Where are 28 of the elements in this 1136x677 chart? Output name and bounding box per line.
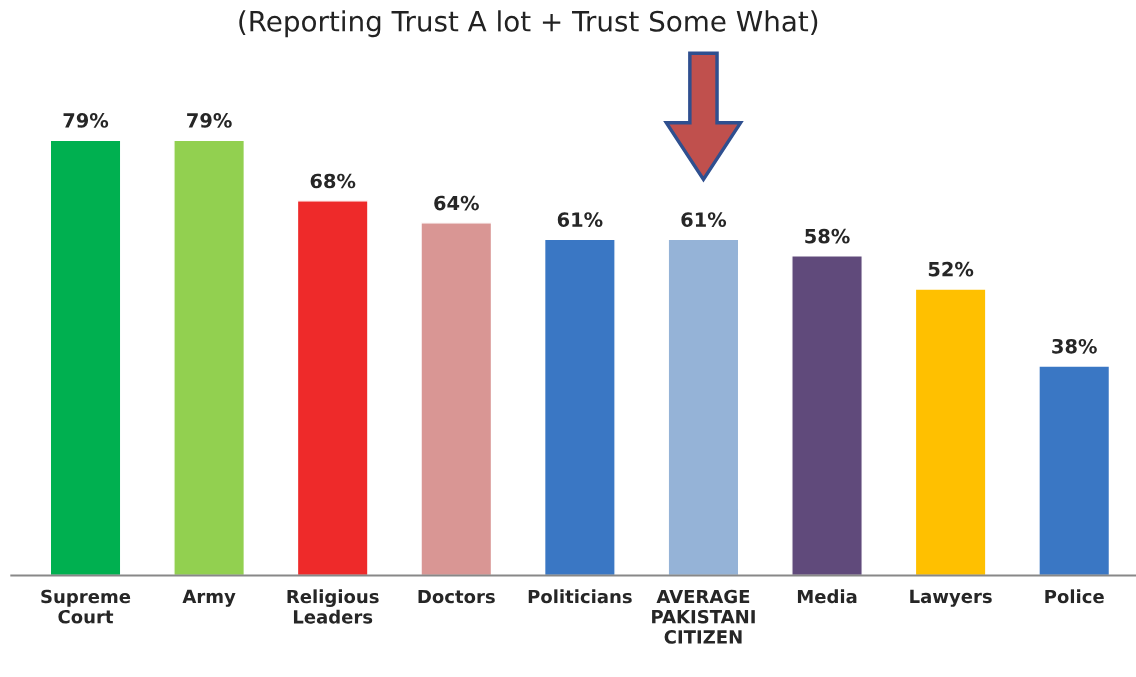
data-label: 58%	[805, 228, 850, 244]
x-tick-label: Army	[182, 589, 236, 607]
x-tick-label: Religious Leaders	[287, 589, 379, 624]
bar	[173, 139, 246, 576]
data-label: 68%	[310, 173, 356, 189]
data-label: 38%	[1052, 338, 1097, 354]
bar	[914, 288, 987, 576]
x-tick-label: Lawyers	[910, 589, 992, 607]
chart-title: (Reporting Trust A lot + Trust Some What)	[239, 10, 818, 38]
bar	[543, 238, 616, 576]
bar	[420, 222, 493, 576]
data-label: 61%	[557, 212, 603, 227]
data-label: 64%	[434, 195, 479, 211]
x-tick-label: Media	[797, 589, 857, 604]
bar	[667, 238, 740, 576]
x-tick-label: Doctors	[418, 589, 495, 604]
data-label: 79%	[63, 113, 109, 128]
data-label: 61%	[681, 212, 727, 227]
data-label: 79%	[187, 113, 232, 128]
bar	[791, 255, 863, 576]
bar	[296, 200, 369, 576]
x-tick-label: Politicians	[528, 589, 632, 604]
x-tick-label: AVERAGE PAKISTANI CITIZEN	[652, 589, 755, 644]
x-tick-label: Police	[1045, 589, 1104, 604]
bar	[1038, 365, 1111, 576]
x-tick-label: Supreme Court	[41, 589, 131, 624]
data-label: 52%	[928, 261, 974, 277]
bar	[49, 139, 122, 576]
